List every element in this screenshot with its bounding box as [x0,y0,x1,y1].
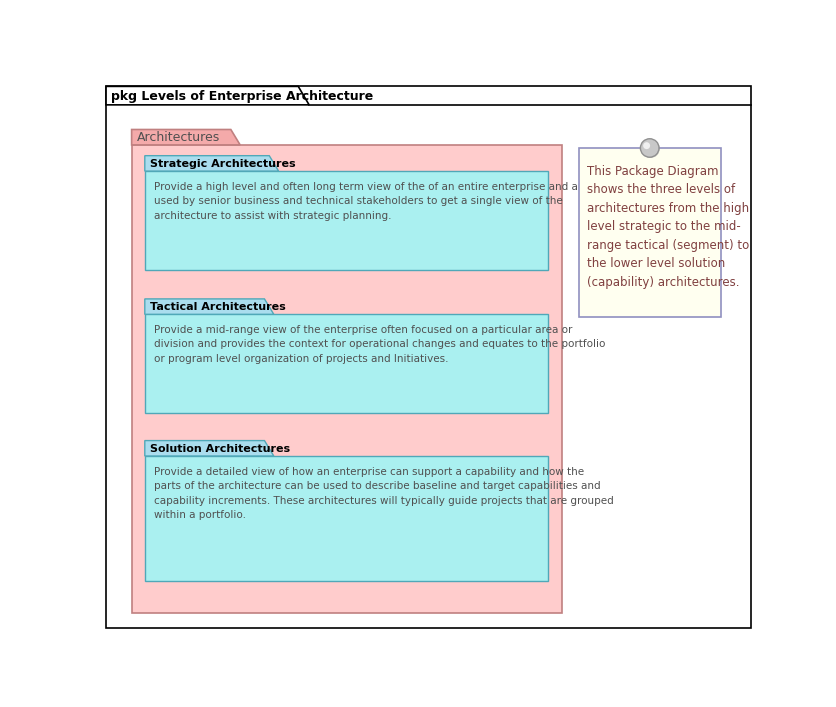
Text: This Package Diagram
shows the three levels of
architectures from the high
level: This Package Diagram shows the three lev… [587,165,749,289]
Text: pkg Levels of Enterprise Architecture: pkg Levels of Enterprise Architecture [111,90,374,103]
FancyBboxPatch shape [145,171,548,269]
Polygon shape [145,299,273,315]
Text: Provide a detailed view of how an enterprise can support a capability and how th: Provide a detailed view of how an enterp… [154,467,614,520]
Text: Provide a high level and often long term view of the of an entire enterprise and: Provide a high level and often long term… [154,182,589,221]
Text: Architectures: Architectures [137,131,221,144]
Circle shape [640,139,659,157]
Text: Strategic Architectures: Strategic Architectures [150,159,296,169]
FancyBboxPatch shape [145,456,548,581]
FancyBboxPatch shape [131,145,562,613]
Polygon shape [106,86,309,105]
Circle shape [643,142,650,149]
Polygon shape [131,129,240,145]
Text: Solution Architectures: Solution Architectures [150,444,290,454]
FancyBboxPatch shape [106,86,751,628]
Text: Tactical Architectures: Tactical Architectures [150,302,286,312]
FancyBboxPatch shape [579,148,721,317]
Circle shape [641,139,660,158]
FancyBboxPatch shape [145,315,548,413]
Polygon shape [145,156,278,171]
Polygon shape [145,440,273,456]
Text: Provide a mid-range view of the enterprise often focused on a particular area or: Provide a mid-range view of the enterpri… [154,325,605,364]
